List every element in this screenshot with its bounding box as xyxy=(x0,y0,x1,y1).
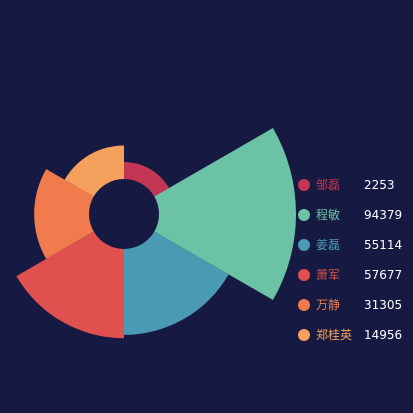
legend-item[interactable]: 程敏 94379 xyxy=(298,206,410,236)
legend-item[interactable]: 万静 31305 xyxy=(298,296,410,326)
legend-value: 57677 xyxy=(364,268,403,282)
legend: 邹磊 2253 程敏 94379 姜磊 55114 萧军 57677 万静 31305 郑桂英 149… xyxy=(298,176,410,356)
legend-value: 55114 xyxy=(364,238,403,252)
legend-label: 姜磊 xyxy=(316,238,341,252)
rose-slice[interactable] xyxy=(16,231,124,339)
legend-item[interactable]: 邹磊 2253 xyxy=(298,176,410,206)
legend-label: 万静 xyxy=(316,298,341,312)
legend-value: 14956 xyxy=(364,328,403,342)
rose-slice[interactable] xyxy=(34,169,94,259)
legend-item[interactable]: 萧军 57677 xyxy=(298,266,410,296)
legend-color-dot-icon xyxy=(298,299,310,311)
legend-color-dot-icon xyxy=(298,329,310,341)
legend-color-dot-icon xyxy=(298,239,310,251)
legend-label: 邹磊 xyxy=(316,178,341,192)
legend-value: 31305 xyxy=(364,298,403,312)
legend-item[interactable]: 郑桂英 14956 xyxy=(298,326,410,356)
rose-slice[interactable] xyxy=(124,231,229,335)
legend-color-dot-icon xyxy=(298,209,310,221)
legend-label: 萧军 xyxy=(316,268,341,282)
legend-color-dot-icon xyxy=(298,269,310,281)
rose-slice[interactable] xyxy=(64,145,124,197)
legend-label: 郑桂英 xyxy=(316,328,353,342)
legend-color-dot-icon xyxy=(298,179,310,191)
legend-value: 2253 xyxy=(364,178,395,192)
legend-label: 程敏 xyxy=(316,208,341,222)
legend-item[interactable]: 姜磊 55114 xyxy=(298,236,410,266)
rose-slice[interactable] xyxy=(124,162,170,197)
legend-value: 94379 xyxy=(364,208,403,222)
rose-slice[interactable] xyxy=(154,128,296,300)
